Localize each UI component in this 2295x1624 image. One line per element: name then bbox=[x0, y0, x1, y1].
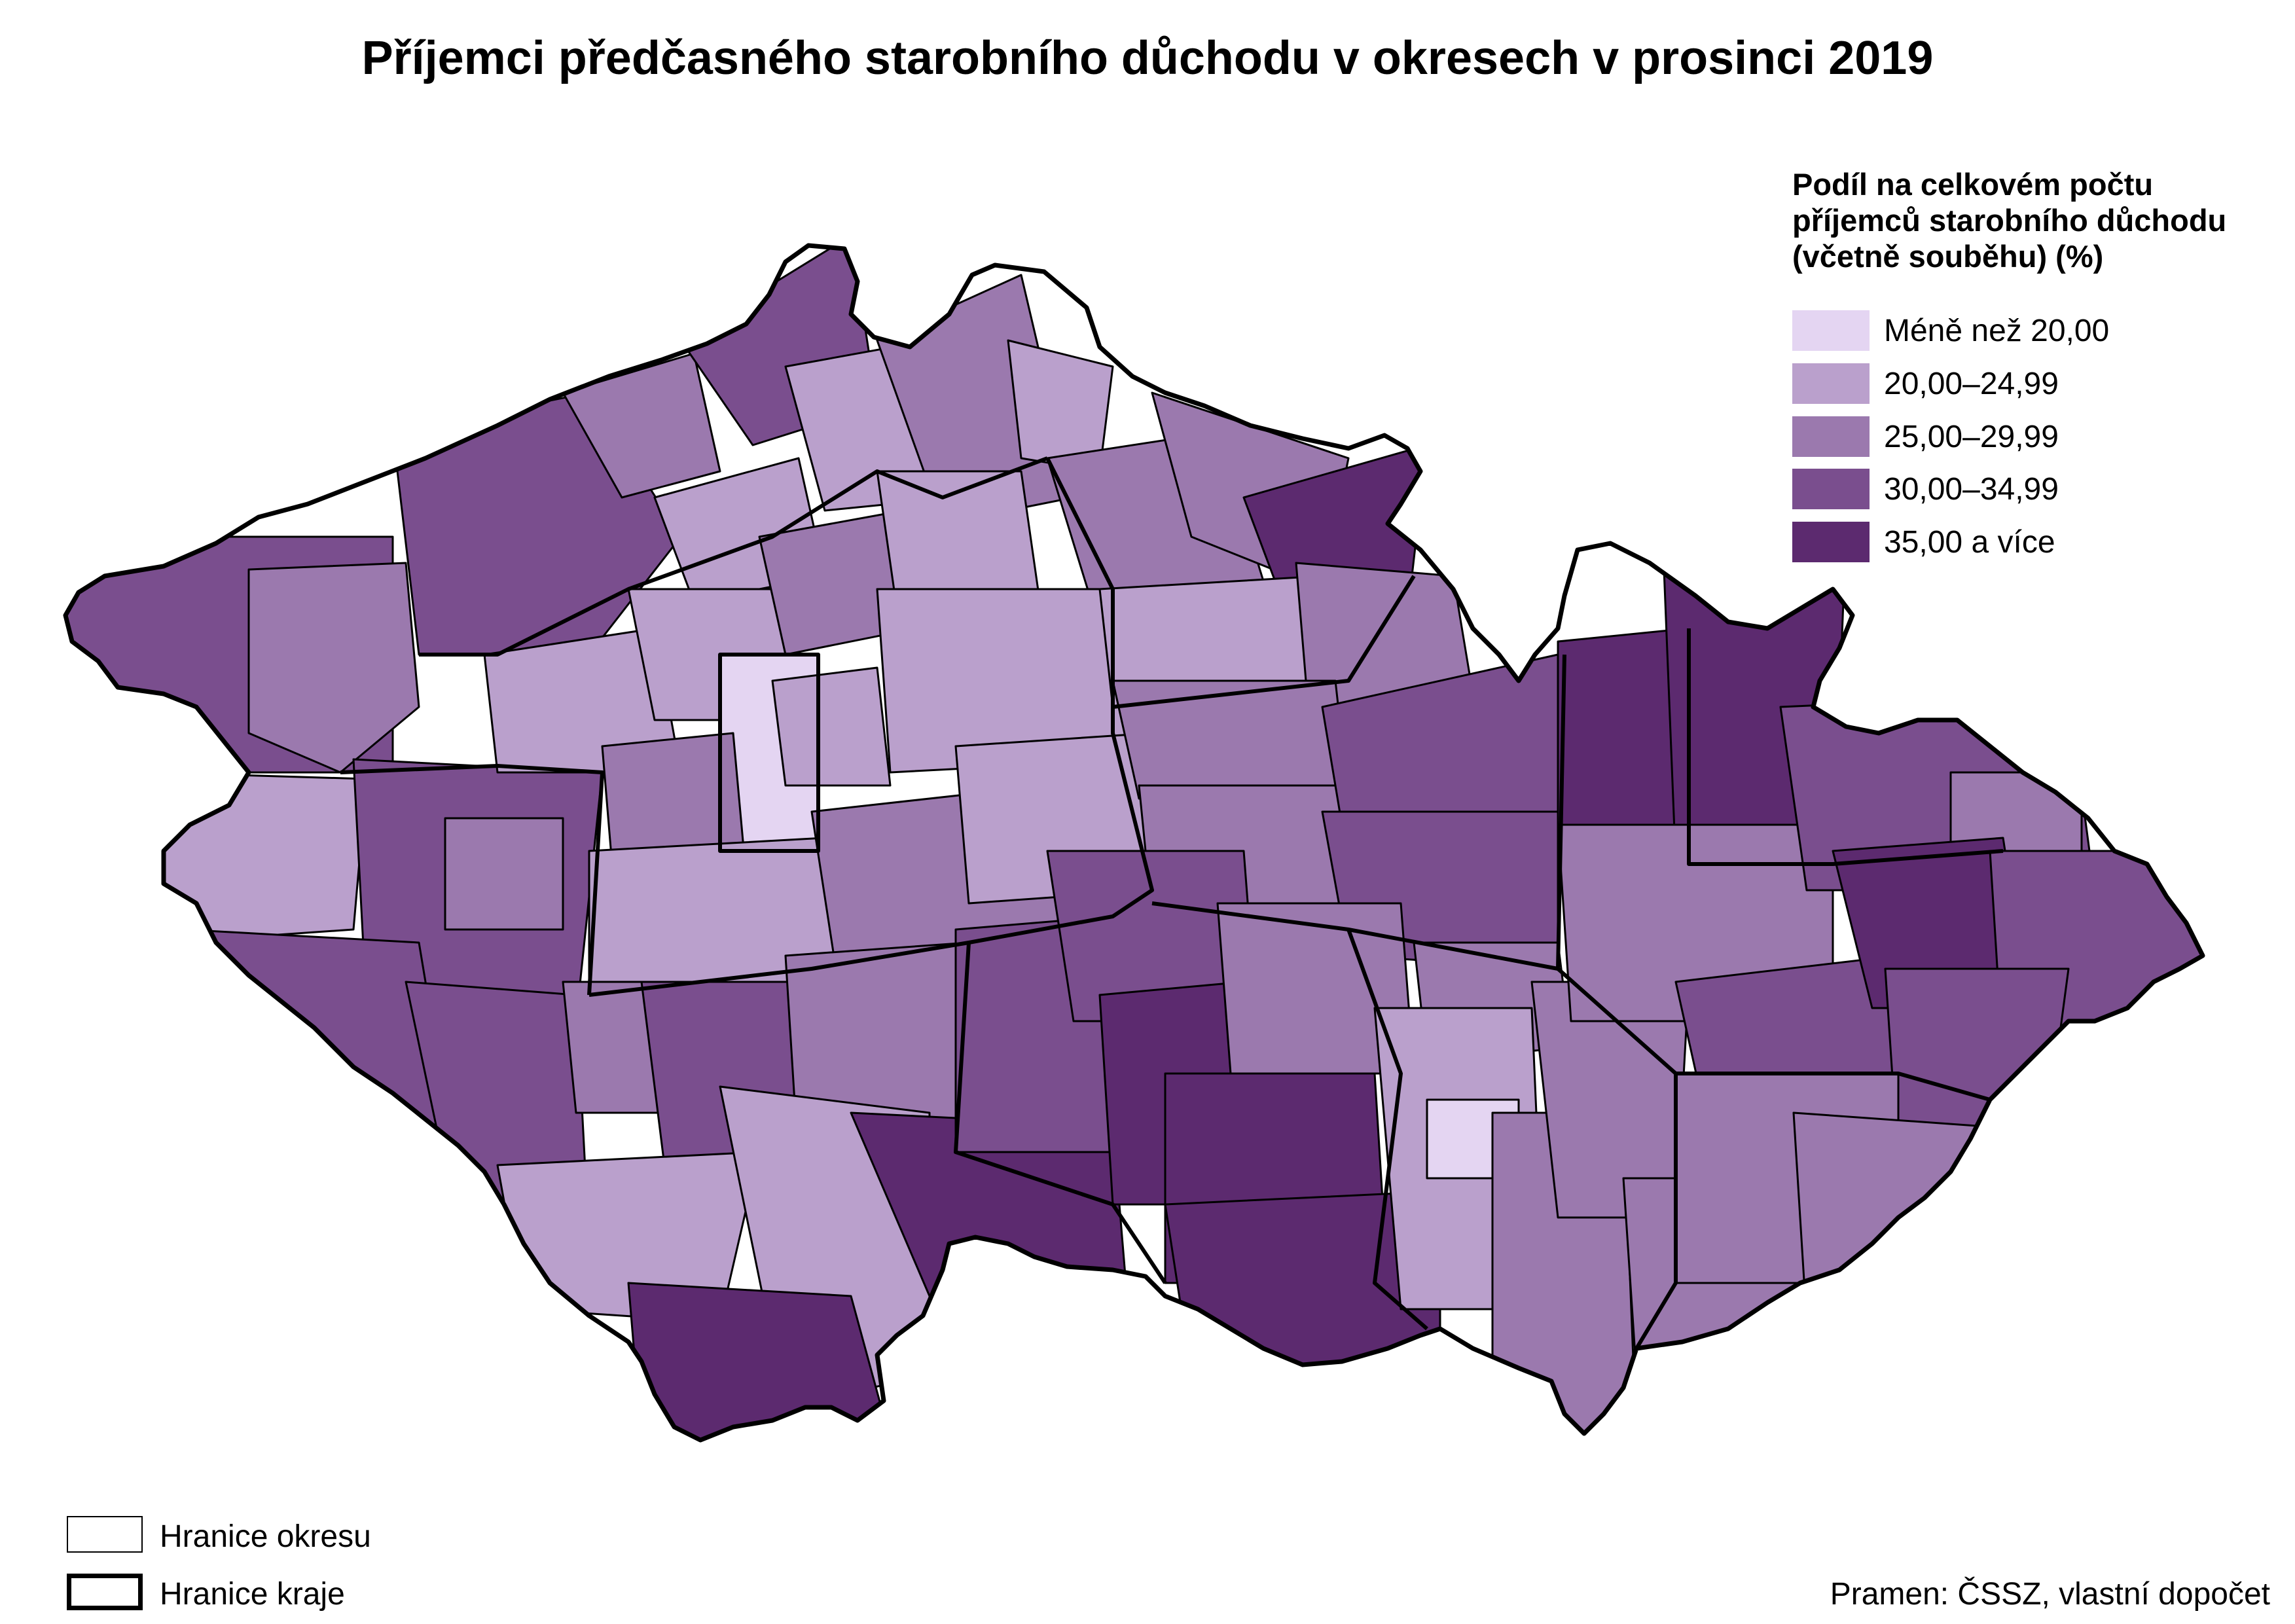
legend-swatch bbox=[1792, 363, 1870, 404]
legend-label: 25,00–29,99 bbox=[1884, 420, 2059, 454]
legend-swatch bbox=[1792, 522, 1870, 562]
map-title: Příjemci předčasného starobního důchodu … bbox=[361, 32, 1934, 84]
legend-label: Méně než 20,00 bbox=[1884, 314, 2110, 348]
legend-title-line: (včetně souběhu) (%) bbox=[1792, 239, 2104, 274]
legend-title-line: Podíl na celkovém počtu bbox=[1792, 167, 2154, 202]
legend-label: 35,00 a více bbox=[1884, 525, 2055, 560]
legend-swatch bbox=[1792, 310, 1870, 351]
legend-label: 30,00–34,99 bbox=[1884, 472, 2059, 507]
region-boundary-label: Hranice kraje bbox=[160, 1577, 345, 1612]
source-note: Pramen: ČSSZ, vlastní dopočet bbox=[1830, 1577, 2270, 1612]
legend-swatch bbox=[1792, 416, 1870, 457]
legend-label: 20,00–24,99 bbox=[1884, 367, 2059, 401]
legend-title: Podíl na celkovém počtu příjemců starobn… bbox=[1792, 166, 2290, 274]
district-boundary-swatch bbox=[67, 1516, 143, 1553]
district-boundary-label: Hranice okresu bbox=[160, 1519, 371, 1554]
legend-title-line: příjemců starobního důchodu bbox=[1792, 203, 2227, 238]
region-boundary-swatch bbox=[67, 1574, 143, 1610]
legend-swatch bbox=[1792, 469, 1870, 509]
